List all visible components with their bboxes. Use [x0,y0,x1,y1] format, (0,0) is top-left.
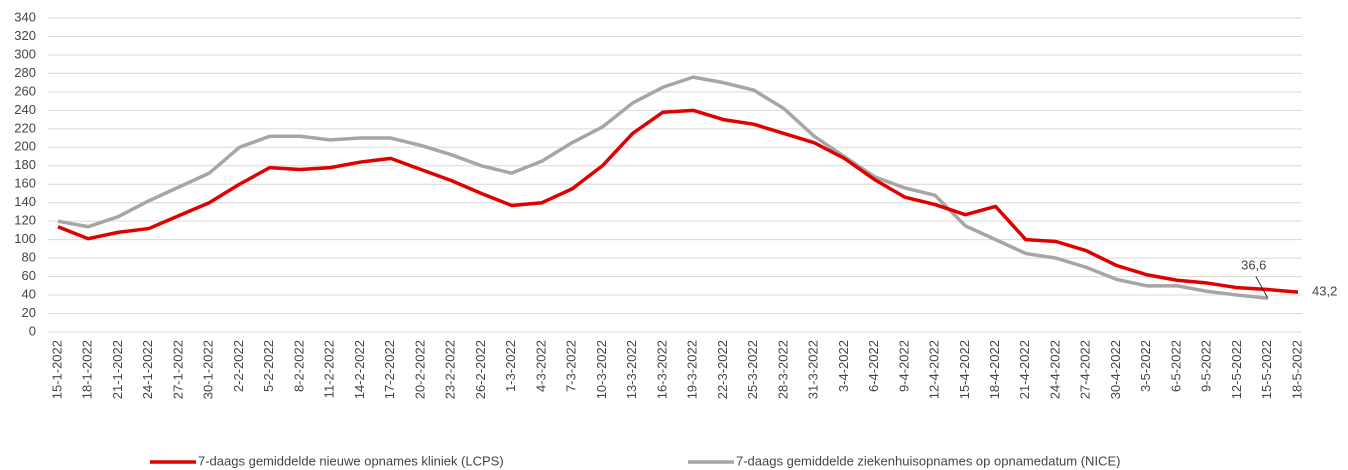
x-tick-label: 12-5-2022 [1229,340,1244,399]
x-tick-label: 9-5-2022 [1199,340,1214,392]
y-tick-label: 180 [14,157,36,172]
y-tick-label: 300 [14,46,36,61]
x-tick-label: 2-2-2022 [231,340,246,392]
x-tick-label: 18-5-2022 [1289,340,1304,399]
x-tick-label: 30-4-2022 [1108,340,1123,399]
x-tick-label: 19-3-2022 [685,340,700,399]
y-tick-label: 160 [14,176,36,191]
x-tick-label: 12-4-2022 [927,340,942,399]
x-tick-label: 9-4-2022 [896,340,911,392]
x-tick-label: 5-2-2022 [261,340,276,392]
x-tick-label: 23-2-2022 [443,340,458,399]
y-tick-label: 260 [14,83,36,98]
legend-label: 7-daags gemiddelde ziekenhuisopnames op … [736,453,1120,468]
x-tick-label: 6-4-2022 [866,340,881,392]
y-tick-label: 240 [14,102,36,117]
x-tick-label: 15-4-2022 [957,340,972,399]
x-tick-label: 26-2-2022 [473,340,488,399]
data-label: 43,2 [1312,284,1337,299]
x-tick-label: 3-5-2022 [1138,340,1153,392]
y-tick-label: 320 [14,28,36,43]
x-tick-label: 21-4-2022 [1017,340,1032,399]
x-tick-label: 18-1-2022 [80,340,95,399]
y-tick-label: 0 [29,323,36,338]
y-tick-label: 80 [22,250,36,265]
x-tick-label: 3-4-2022 [836,340,851,392]
y-tick-label: 60 [22,268,36,283]
x-tick-label: 7-3-2022 [564,340,579,392]
x-tick-label: 14-2-2022 [352,340,367,399]
x-tick-label: 17-2-2022 [382,340,397,399]
x-tick-label: 25-3-2022 [745,340,760,399]
x-tick-label: 24-1-2022 [140,340,155,399]
y-tick-label: 20 [22,305,36,320]
x-tick-label: 15-5-2022 [1259,340,1274,399]
data-label: 36,6 [1241,258,1266,273]
x-tick-label: 30-1-2022 [201,340,216,399]
x-tick-label: 13-3-2022 [624,340,639,399]
x-tick-label: 18-4-2022 [987,340,1002,399]
y-tick-label: 200 [14,139,36,154]
x-tick-label: 15-1-2022 [49,340,64,399]
x-tick-label: 22-3-2022 [715,340,730,399]
series-line [57,108,1299,294]
x-tick-label: 27-1-2022 [170,340,185,399]
y-tick-label: 140 [14,194,36,209]
series-line [57,75,1268,300]
y-tick-label: 280 [14,65,36,80]
x-tick-label: 21-1-2022 [110,340,125,399]
x-tick-label: 11-2-2022 [322,340,337,398]
leader-line [1255,275,1269,299]
y-tick-label: 40 [22,286,36,301]
x-tick-label: 4-3-2022 [533,340,548,392]
y-tick-label: 220 [14,120,36,135]
legend-label: 7-daags gemiddelde nieuwe opnames klinie… [198,453,504,468]
x-tick-label: 20-2-2022 [412,340,427,399]
x-tick-label: 1-3-2022 [503,340,518,392]
y-tick-label: 100 [14,231,36,246]
x-tick-label: 27-4-2022 [1078,340,1093,399]
x-tick-label: 16-3-2022 [654,340,669,399]
x-tick-label: 24-4-2022 [1047,340,1062,399]
y-tick-label: 340 [14,9,36,24]
x-tick-label: 31-3-2022 [806,340,821,399]
x-tick-label: 10-3-2022 [594,340,609,399]
y-tick-label: 120 [14,213,36,228]
x-tick-label: 6-5-2022 [1168,340,1183,392]
x-tick-label: 28-3-2022 [775,340,790,399]
x-tick-label: 8-2-2022 [291,340,306,392]
